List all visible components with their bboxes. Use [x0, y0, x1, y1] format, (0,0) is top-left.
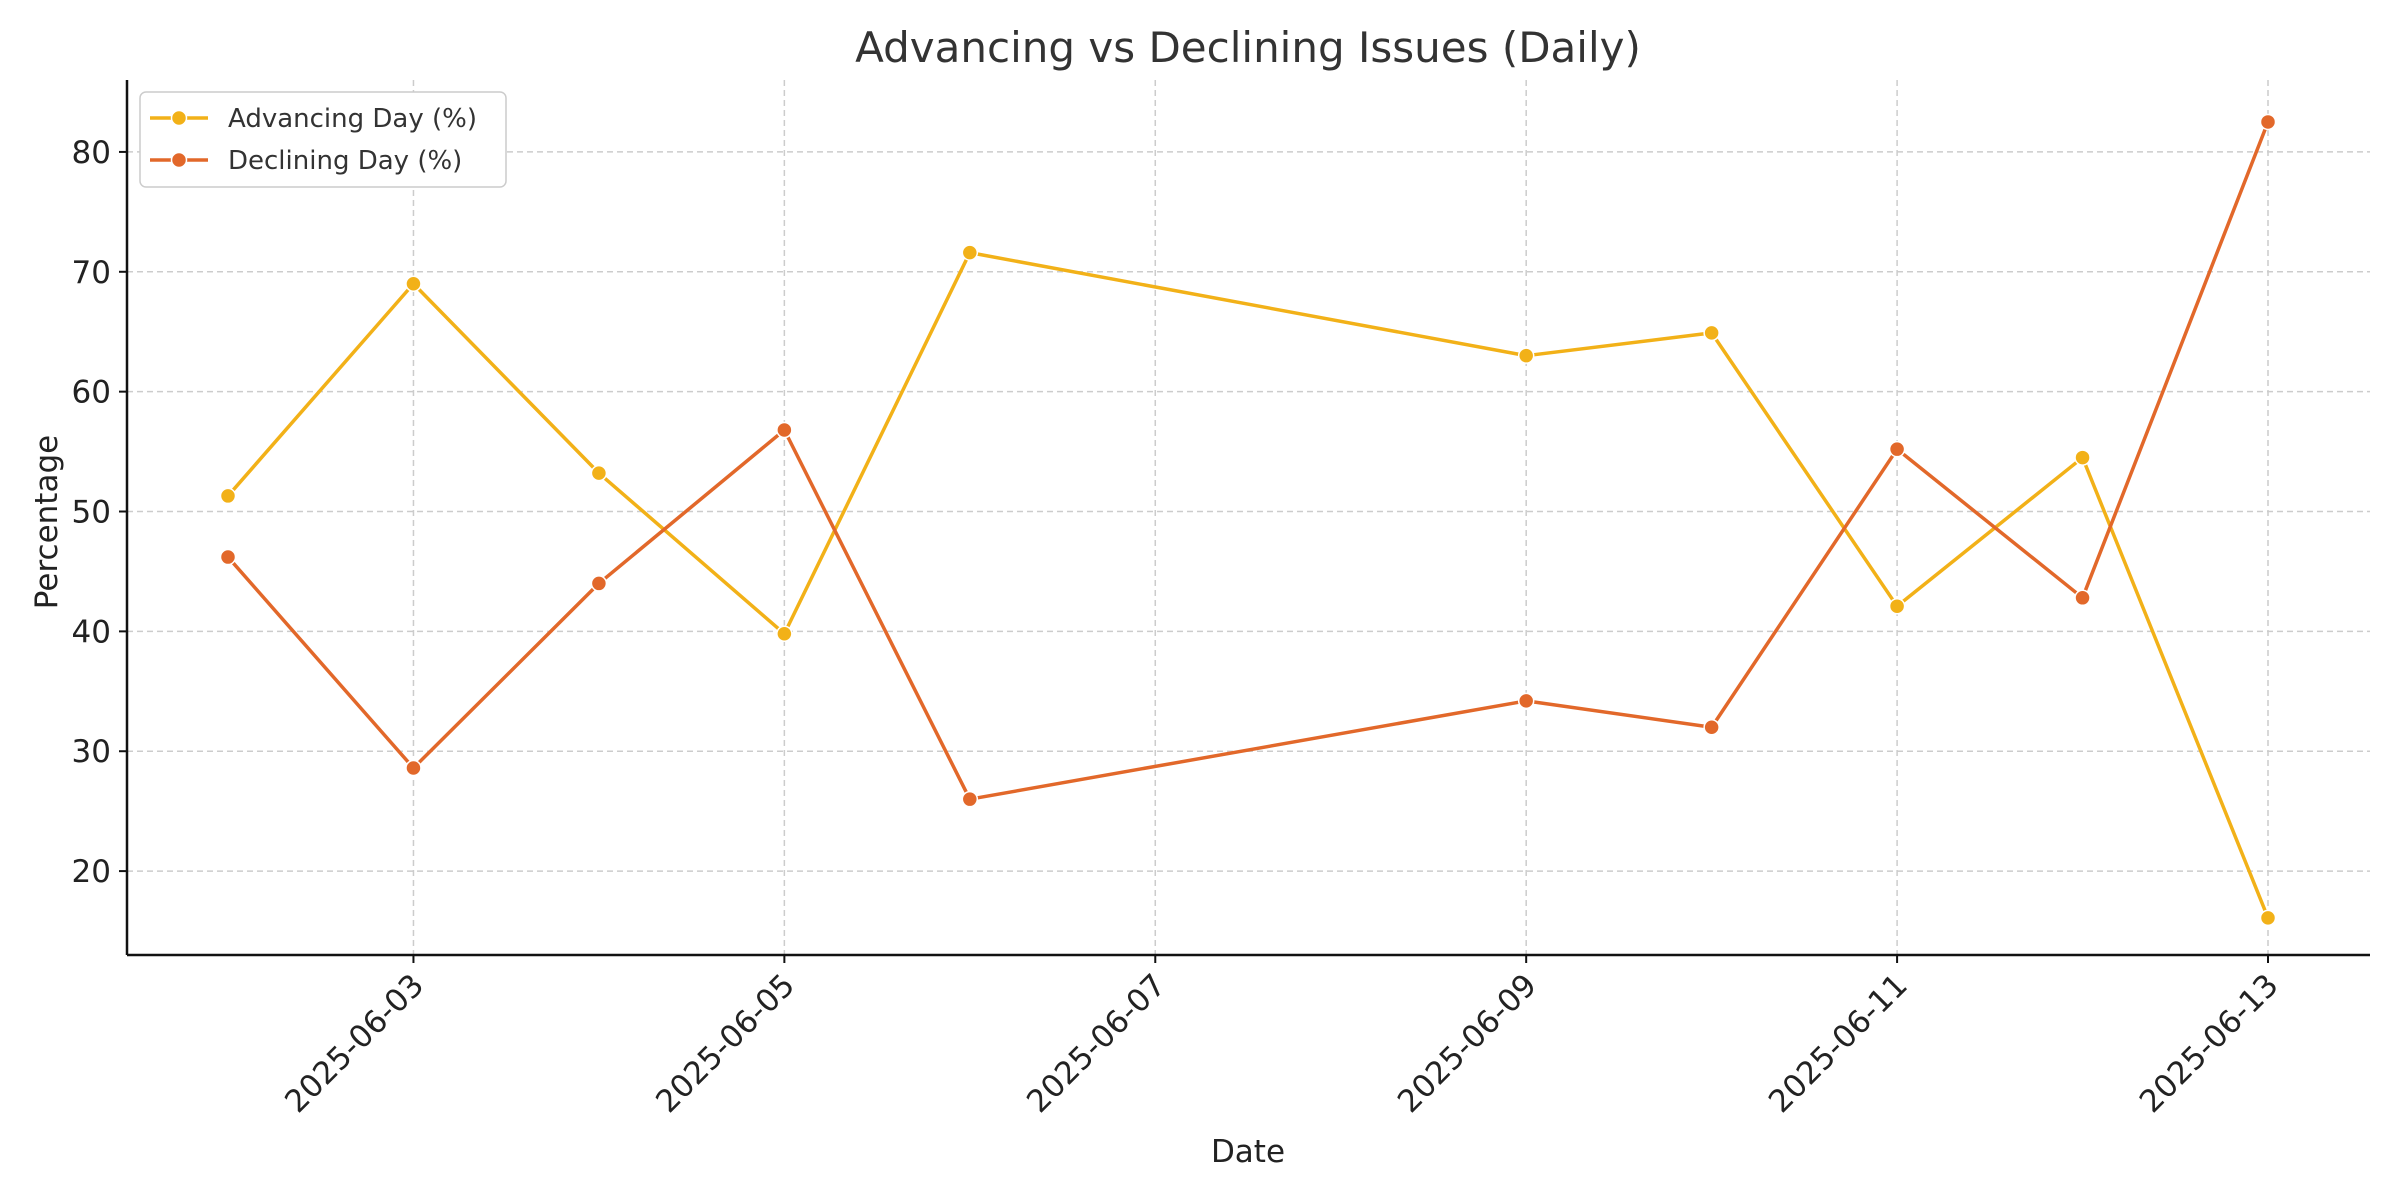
data-point: [1888, 597, 1906, 615]
data-point: [776, 421, 793, 439]
series-line: [226, 121, 2270, 801]
y-axis-label: Percentage: [29, 435, 65, 609]
x-tick-label: 2025-06-13: [2133, 967, 2286, 1120]
y-tick-label: 40: [72, 614, 111, 650]
x-tick-label: 2025-06-07: [1020, 967, 1173, 1120]
axes: [125, 80, 2370, 957]
data-point: [2259, 113, 2277, 131]
data-point: [776, 625, 793, 643]
data-point: [590, 575, 608, 592]
legend-marker: [170, 109, 188, 127]
series-1: [219, 244, 2277, 927]
x-tick-label: 2025-06-05: [649, 967, 802, 1120]
legend-item: Advancing Day (%): [150, 104, 477, 134]
x-ticks: 2025-06-03 2025-06-05 2025-06-07 2025-06-09…: [278, 955, 2286, 1120]
legend-label: Advancing Day (%): [228, 104, 477, 134]
legend: Advancing Day (%) Declining Day (%): [139, 91, 507, 188]
data-point: [1517, 692, 1535, 710]
data-point: [2259, 909, 2277, 927]
series-line: [226, 250, 2270, 919]
series-2: [219, 113, 2277, 808]
legend-label: Declining Day (%): [228, 146, 462, 176]
x-tick-label: 2025-06-11: [1762, 967, 1915, 1120]
data-point: [405, 759, 422, 777]
data-point: [2074, 449, 2091, 466]
y-tick-label: 50: [72, 495, 111, 531]
data-point: [405, 275, 422, 293]
y-tick-label: 20: [72, 854, 111, 890]
legend-box: [139, 91, 507, 188]
x-tick-label: 2025-06-09: [1391, 967, 1544, 1120]
data-point: [1703, 719, 1720, 736]
x-axis-label: Date: [1211, 1134, 1285, 1170]
y-tick-label: 60: [72, 375, 111, 411]
series-layer: [219, 113, 2277, 927]
data-point: [961, 790, 979, 808]
y-tick-label: 70: [72, 255, 111, 291]
x-tick-label: 2025-06-03: [278, 967, 431, 1120]
data-point: [219, 487, 237, 505]
data-point: [1703, 324, 1720, 342]
chart-title: Advancing vs Declining Issues (Daily): [855, 23, 1641, 72]
y-tick-label: 80: [72, 135, 111, 171]
grid: [127, 80, 2370, 955]
legend-item: Declining Day (%): [150, 146, 462, 176]
y-ticks: 20 30 40 50 60 70 80: [72, 135, 127, 890]
data-point: [961, 244, 979, 261]
legend-marker: [170, 151, 188, 169]
data-point: [1517, 347, 1535, 364]
data-point: [219, 548, 237, 566]
y-tick-label: 30: [72, 734, 111, 770]
data-point: [2074, 589, 2091, 607]
data-point: [590, 464, 608, 482]
data-point: [1888, 440, 1906, 458]
